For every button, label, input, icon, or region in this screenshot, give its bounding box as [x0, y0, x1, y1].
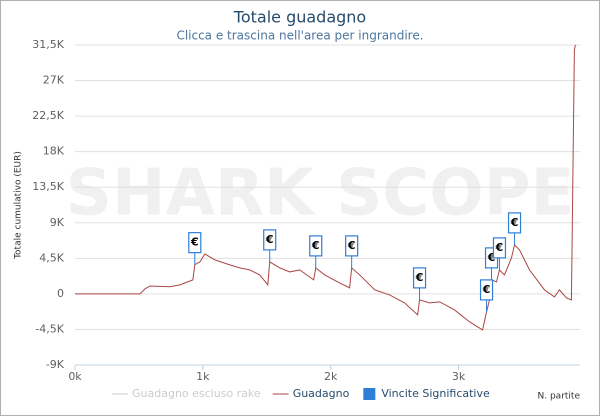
- y-tick-label: -4,5K: [35, 322, 64, 335]
- win-marker-symbol: €: [495, 241, 504, 254]
- win-marker-box: [345, 235, 359, 257]
- win-marker-symbol: €: [415, 271, 424, 284]
- win-marker-box: [479, 279, 494, 301]
- win-marker: €: [309, 235, 323, 268]
- win-marker-box: [492, 237, 507, 259]
- x-tick-label: 3k: [452, 370, 466, 383]
- x-tick-label: 1k: [196, 370, 210, 383]
- win-marker-symbol: €: [311, 239, 320, 252]
- win-marker: €: [412, 267, 427, 300]
- win-marker-box: [263, 229, 277, 251]
- win-marker-symbol: €: [265, 233, 274, 246]
- x-tick-label: 2k: [324, 370, 338, 383]
- win-marker-box: [309, 235, 323, 257]
- y-tick-label: -9K: [46, 358, 65, 371]
- watermark: SHARK SCOPE: [66, 157, 574, 231]
- chart-title: Totale guadagno: [233, 8, 366, 27]
- win-marker-symbol: €: [482, 283, 491, 296]
- win-marker: €: [188, 232, 202, 265]
- x-tick-label: 0k: [68, 370, 82, 383]
- legend-label[interactable]: Guadagno: [293, 387, 350, 400]
- legend-symbol: [363, 388, 376, 400]
- win-marker: €: [507, 212, 522, 245]
- win-marker-symbol: €: [190, 236, 199, 249]
- y-tick-label: 18K: [43, 145, 65, 158]
- legend-label[interactable]: Guadagno escluso rake: [132, 387, 261, 400]
- win-marker: €: [479, 279, 494, 312]
- y-tick-label: 22,5K: [32, 109, 64, 122]
- y-tick-label: 4,5K: [39, 251, 64, 264]
- y-tick-label: 31,5K: [32, 38, 64, 51]
- win-marker-symbol: €: [347, 239, 356, 252]
- y-axis-title: Totale cumulativo (EUR): [14, 151, 24, 260]
- x-axis-title: N. partite: [538, 392, 581, 402]
- win-marker: €: [263, 229, 277, 262]
- win-marker-symbol: €: [487, 251, 496, 264]
- win-marker-box: [507, 212, 522, 234]
- win-marker: €: [345, 235, 359, 268]
- win-marker: €: [492, 237, 507, 270]
- win-marker-box: [412, 267, 427, 289]
- y-tick-label: 9K: [50, 216, 65, 229]
- win-marker-box: [188, 232, 202, 254]
- y-tick-label: 0: [57, 287, 64, 300]
- y-tick-label: 13,5K: [32, 180, 64, 193]
- y-tick-label: 27K: [43, 74, 65, 87]
- chart-subtitle: Clicca e trascina nell'area per ingrandi…: [176, 29, 423, 43]
- legend-label[interactable]: Vincite Significative: [381, 387, 490, 400]
- line-series: [75, 44, 576, 331]
- win-marker-symbol: €: [510, 216, 519, 229]
